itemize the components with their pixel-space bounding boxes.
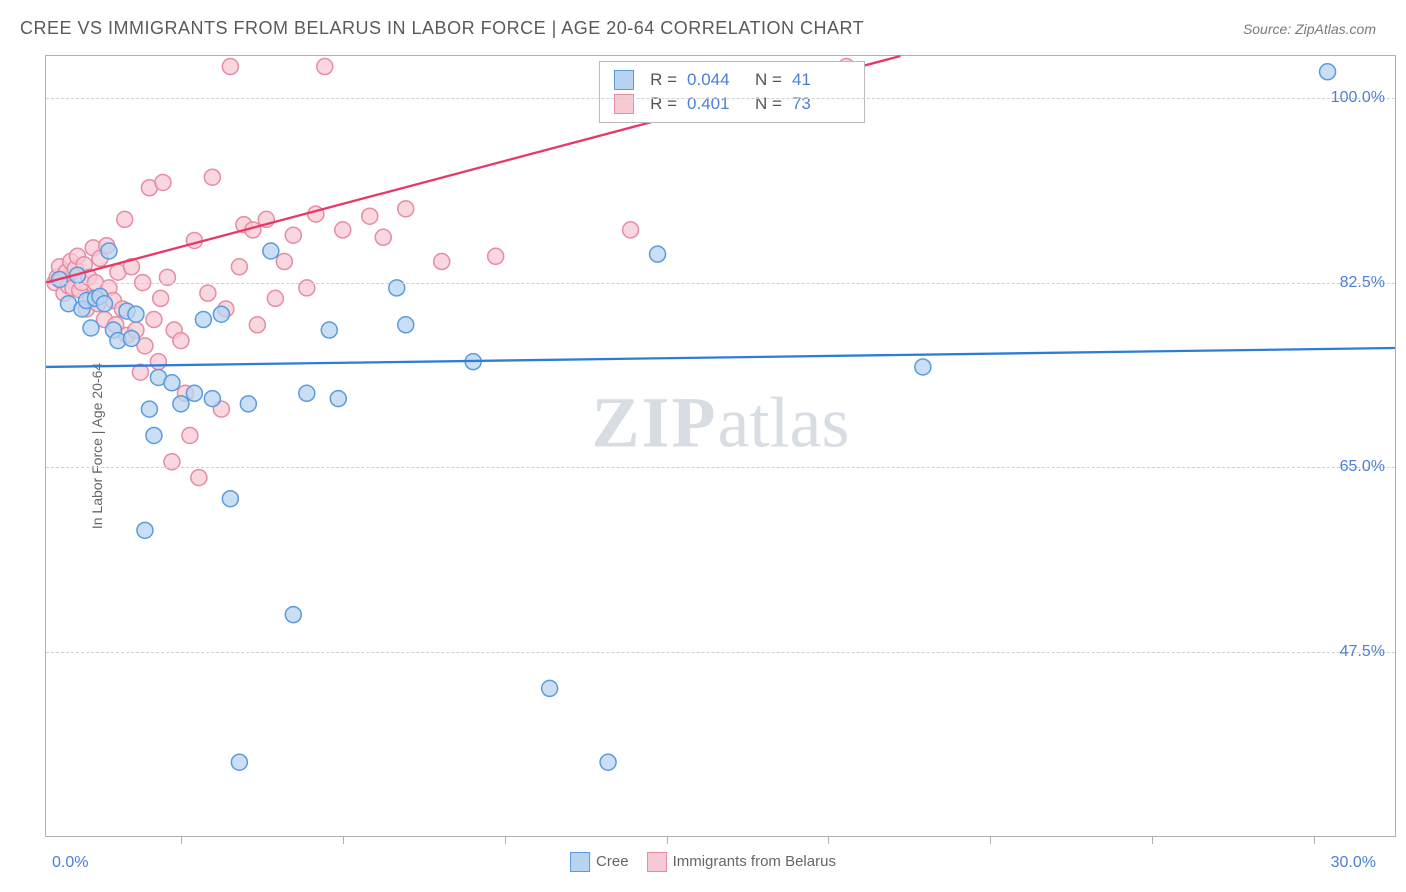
data-point xyxy=(398,201,414,217)
y-tick-label: 65.0% xyxy=(1340,458,1385,476)
data-point xyxy=(141,401,157,417)
data-point xyxy=(1320,64,1336,80)
chart-area: ZIPatlas R =0.044 N =41 R =0.401 N =73 4… xyxy=(45,55,1396,837)
data-point xyxy=(231,754,247,770)
data-point xyxy=(146,427,162,443)
data-point xyxy=(137,522,153,538)
n-value-blue: 41 xyxy=(792,70,850,90)
data-point xyxy=(285,607,301,623)
r-value-pink: 0.401 xyxy=(687,94,745,114)
data-point xyxy=(146,312,162,328)
data-point xyxy=(123,330,139,346)
n-value-pink: 73 xyxy=(792,94,850,114)
data-point xyxy=(204,169,220,185)
data-point xyxy=(398,317,414,333)
data-point xyxy=(153,290,169,306)
data-point xyxy=(164,375,180,391)
data-point xyxy=(155,174,171,190)
data-point xyxy=(83,320,99,336)
data-point xyxy=(321,322,337,338)
x-axis-min-label: 0.0% xyxy=(52,854,88,872)
legend-label-belarus: Immigrants from Belarus xyxy=(673,853,836,870)
data-point xyxy=(362,208,378,224)
data-point xyxy=(213,306,229,322)
legend-swatch-cree xyxy=(570,852,590,872)
x-axis-max-label: 30.0% xyxy=(1331,854,1376,872)
chart-title: CREE VS IMMIGRANTS FROM BELARUS IN LABOR… xyxy=(20,18,864,39)
data-point xyxy=(488,248,504,264)
data-point xyxy=(128,306,144,322)
legend: Cree Immigrants from Belarus xyxy=(570,852,836,872)
data-point xyxy=(600,754,616,770)
data-point xyxy=(915,359,931,375)
data-point xyxy=(335,222,351,238)
source-label: Source: ZipAtlas.com xyxy=(1243,21,1376,37)
data-point xyxy=(101,243,117,259)
r-value-blue: 0.044 xyxy=(687,70,745,90)
data-point xyxy=(267,290,283,306)
data-point xyxy=(375,229,391,245)
data-point xyxy=(231,259,247,275)
y-tick-label: 100.0% xyxy=(1331,89,1385,107)
legend-label-cree: Cree xyxy=(596,853,629,870)
data-point xyxy=(222,491,238,507)
data-point xyxy=(276,254,292,270)
data-point xyxy=(200,285,216,301)
data-point xyxy=(263,243,279,259)
data-point xyxy=(222,59,238,75)
stats-swatch-blue xyxy=(614,70,634,90)
data-point xyxy=(330,391,346,407)
stats-box: R =0.044 N =41 R =0.401 N =73 xyxy=(599,61,865,123)
data-point xyxy=(299,385,315,401)
data-point xyxy=(285,227,301,243)
data-point xyxy=(240,396,256,412)
y-tick-label: 47.5% xyxy=(1340,643,1385,661)
data-point xyxy=(173,333,189,349)
data-point xyxy=(191,470,207,486)
data-point xyxy=(186,385,202,401)
data-point xyxy=(204,391,220,407)
data-point xyxy=(96,296,112,312)
stats-swatch-pink xyxy=(614,94,634,114)
data-point xyxy=(434,254,450,270)
legend-swatch-belarus xyxy=(647,852,667,872)
data-point xyxy=(173,396,189,412)
data-point xyxy=(317,59,333,75)
regression-line xyxy=(46,348,1395,367)
data-point xyxy=(150,354,166,370)
data-point xyxy=(182,427,198,443)
plot-svg xyxy=(46,56,1395,836)
data-point xyxy=(650,246,666,262)
data-point xyxy=(195,312,211,328)
data-point xyxy=(186,232,202,248)
data-point xyxy=(117,211,133,227)
y-tick-label: 82.5% xyxy=(1340,274,1385,292)
data-point xyxy=(542,680,558,696)
data-point xyxy=(623,222,639,238)
data-point xyxy=(249,317,265,333)
